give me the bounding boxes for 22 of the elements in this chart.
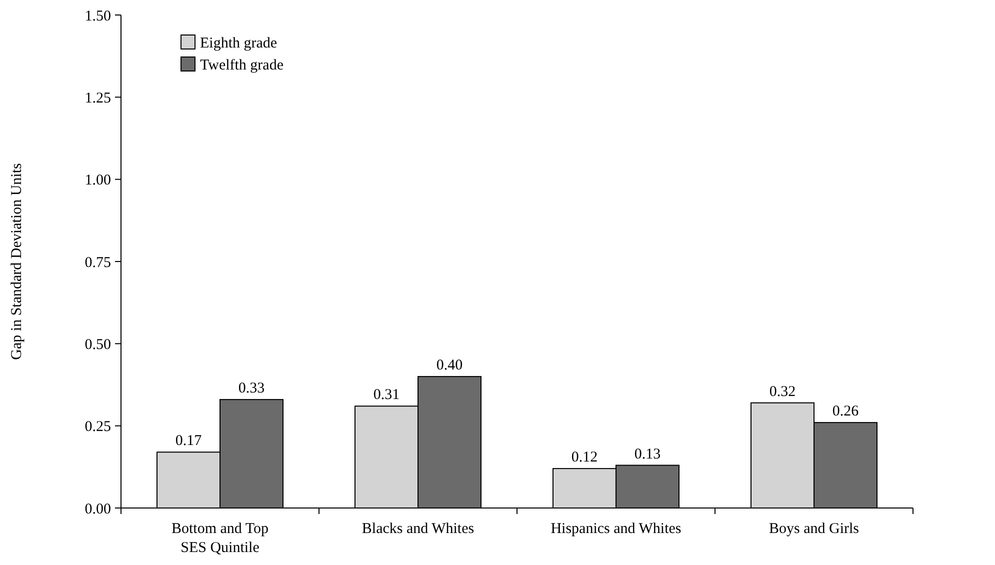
y-tick-label: 1.50 [84,8,111,24]
y-axis-title: Gap in Standard Deviation Units [9,163,25,360]
data-label: 0.17 [175,433,202,450]
data-label: 0.13 [634,446,661,462]
x-tick-label: Hispanics and Whites [550,521,682,537]
legend-label: Twelfth grade [200,57,284,74]
x-tick-label: Blacks and Whites [362,521,474,537]
y-tick-label: 0.00 [84,501,111,518]
x-tick-label: Boys and Girls [769,521,860,537]
x-tick-label: Bottom and Top SES Quintile [171,521,269,556]
y-tick-label: 0.50 [84,336,111,353]
legend-label: Eighth grade [200,35,278,52]
data-label: 0.12 [571,450,598,466]
data-label: 0.32 [769,384,796,400]
data-label: 0.40 [436,358,463,374]
y-tick-label: 1.25 [84,90,111,106]
data-label: 0.31 [373,387,400,404]
data-label: 0.26 [832,404,860,420]
y-tick-label: 0.25 [84,419,111,436]
y-tick-label: 1.00 [84,172,111,189]
y-tick-label: 0.75 [84,254,111,271]
data-label: 0.33 [238,380,265,397]
